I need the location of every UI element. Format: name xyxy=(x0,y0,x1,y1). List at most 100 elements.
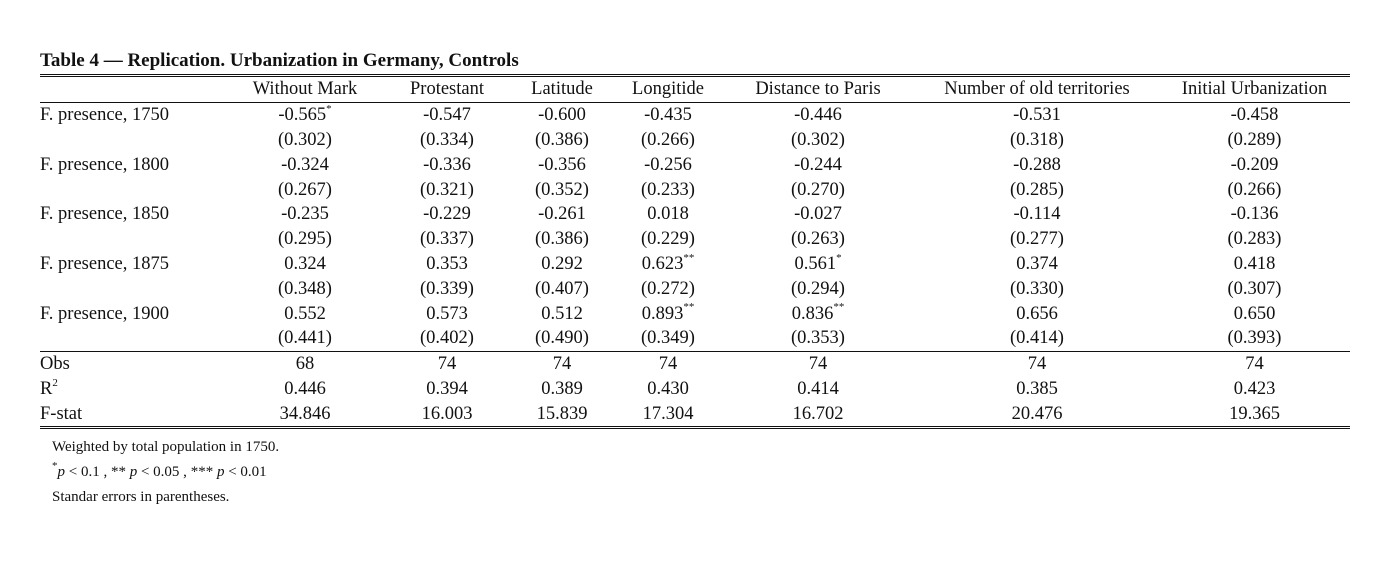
se-cell: (0.294) xyxy=(791,278,845,299)
se-cell: (0.302) xyxy=(278,129,332,150)
table-body: F. presence, 1750 -0.565* -0.547 -0.600 -0.4… xyxy=(40,102,1350,430)
se-cell: (0.277) xyxy=(1010,229,1064,250)
coef-cell: 0.893** xyxy=(615,301,721,326)
se-cell: (0.266) xyxy=(1227,179,1282,200)
stat-label: Obs xyxy=(40,350,225,377)
coef-cell: -0.114 xyxy=(915,202,1159,227)
coef-cell: -0.324 xyxy=(225,152,385,177)
stat-cell: 74 xyxy=(509,350,615,377)
significance-stars: * xyxy=(326,103,332,116)
stat-row: F-stat 34.846 16.003 15.839 17.304 16.702 20.4… xyxy=(40,401,1350,430)
note-p: p xyxy=(129,464,138,481)
se-cell: (0.285) xyxy=(1010,179,1064,200)
coef-cell: -0.209 xyxy=(1159,152,1350,177)
se-cell: (0.266) xyxy=(641,129,695,150)
coef-value: -0.600 xyxy=(538,105,586,126)
se-cell: (0.267) xyxy=(278,179,332,200)
stat-cell: 0.389 xyxy=(541,378,583,399)
coef-value: 0.552 xyxy=(284,303,326,324)
coef-cell: 0.656 xyxy=(915,301,1159,326)
coef-value: -0.209 xyxy=(1230,154,1279,175)
stat-label-superscript: 2 xyxy=(52,376,58,389)
coef-cell: -0.261 xyxy=(509,202,615,227)
coef-cell: -0.547 xyxy=(385,102,509,127)
coef-value: 0.324 xyxy=(284,253,326,274)
stat-cell: 74 xyxy=(721,350,915,377)
stat-cell: 16.003 xyxy=(385,401,509,430)
row-label-empty xyxy=(40,276,225,301)
note-p: p xyxy=(57,464,66,481)
stat-cell: 0.446 xyxy=(284,378,326,399)
se-cell: (0.490) xyxy=(535,328,589,349)
coef-value: -0.235 xyxy=(281,204,329,225)
stat-cell: 74 xyxy=(385,350,509,377)
se-row: (0.302) (0.334) (0.386) (0.266) (0.302) (0.31… xyxy=(40,128,1350,153)
header-row: Without Mark Protestant Latitude Longiti… xyxy=(40,74,1350,103)
se-cell: (0.339) xyxy=(420,278,474,299)
coef-cell: -0.336 xyxy=(385,152,509,177)
se-cell: (0.386) xyxy=(535,129,589,150)
stat-cell: 0.423 xyxy=(1233,378,1276,399)
coef-value: -0.261 xyxy=(538,204,586,225)
coef-value: 0.650 xyxy=(1233,303,1276,324)
coef-cell: -0.229 xyxy=(385,202,509,227)
coef-value: -0.114 xyxy=(1013,204,1061,225)
se-row: (0.267) (0.321) (0.352) (0.233) (0.270) (0.28… xyxy=(40,177,1350,202)
coef-value: 0.656 xyxy=(1016,303,1058,324)
stat-cell: 0.394 xyxy=(426,378,468,399)
stat-cell: 34.846 xyxy=(225,401,385,430)
coef-value: 0.836 xyxy=(791,303,834,324)
se-cell: (0.393) xyxy=(1227,328,1282,349)
coef-cell: -0.446 xyxy=(721,102,915,127)
se-row: (0.348) (0.339) (0.407) (0.272) (0.294) (0.33… xyxy=(40,276,1350,301)
se-cell: (0.263) xyxy=(791,229,845,250)
coef-value: -0.458 xyxy=(1230,105,1279,126)
coef-cell: 0.561* xyxy=(721,252,915,277)
coef-row: F. presence, 1800 -0.324 -0.336 -0.356 -0.25… xyxy=(40,152,1350,177)
coef-value: 0.623 xyxy=(641,253,684,274)
coef-value: 0.292 xyxy=(541,253,583,274)
stat-row: R2 0.446 0.394 0.389 0.430 0.414 0.385 0.423 xyxy=(40,377,1350,402)
note-threshold: < 0.05 , xyxy=(137,464,191,481)
stat-cell: 17.304 xyxy=(615,401,721,430)
stat-cell: 0.430 xyxy=(647,378,689,399)
coef-cell: 0.623** xyxy=(615,252,721,277)
se-cell: (0.330) xyxy=(1010,278,1064,299)
coef-value: -0.229 xyxy=(423,204,471,225)
note-standard-errors: Standar errors in parentheses. xyxy=(52,489,230,506)
coef-cell: 0.512 xyxy=(509,301,615,326)
stat-cell: 74 xyxy=(615,350,721,377)
significance-stars: ** xyxy=(833,301,845,314)
row-label-empty xyxy=(40,227,225,252)
row-label: F. presence, 1850 xyxy=(40,204,170,225)
coef-value: -0.446 xyxy=(794,105,842,126)
se-cell: (0.334) xyxy=(420,129,474,150)
note-significance: *p < 0.1 , ** p < 0.05 , *** p < 0.01 xyxy=(52,460,1350,485)
header-cell-stub xyxy=(40,74,225,103)
coef-cell: 0.418 xyxy=(1159,252,1350,277)
se-cell: (0.353) xyxy=(791,328,845,349)
se-cell: (0.302) xyxy=(791,129,845,150)
coef-value: -0.244 xyxy=(794,154,842,175)
se-cell: (0.402) xyxy=(420,328,474,349)
se-cell: (0.295) xyxy=(278,229,332,250)
row-label-empty xyxy=(40,177,225,202)
stat-cell: 20.476 xyxy=(915,401,1159,430)
coef-value: 0.018 xyxy=(647,204,689,225)
se-cell: (0.348) xyxy=(278,278,332,299)
header-cell: Latitude xyxy=(509,74,615,103)
stat-label-text: F-stat xyxy=(40,403,83,424)
row-label: F. presence, 1750 xyxy=(40,105,170,126)
note-star: ** xyxy=(110,464,130,481)
se-cell: (0.349) xyxy=(641,328,695,349)
coef-cell: -0.235 xyxy=(225,202,385,227)
coef-value: 0.561 xyxy=(794,253,837,274)
coef-value: -0.356 xyxy=(538,154,586,175)
note-threshold: < 0.1 , xyxy=(65,464,111,481)
se-cell: (0.229) xyxy=(641,229,695,250)
stat-label-text: Obs xyxy=(40,354,70,375)
regression-table-figure: Table 4 — Replication. Urbanization in G… xyxy=(40,50,1350,510)
coef-value: 0.353 xyxy=(426,253,468,274)
stat-row: Obs 68 74 74 74 74 74 74 xyxy=(40,350,1350,377)
significance-stars: * xyxy=(836,251,842,264)
